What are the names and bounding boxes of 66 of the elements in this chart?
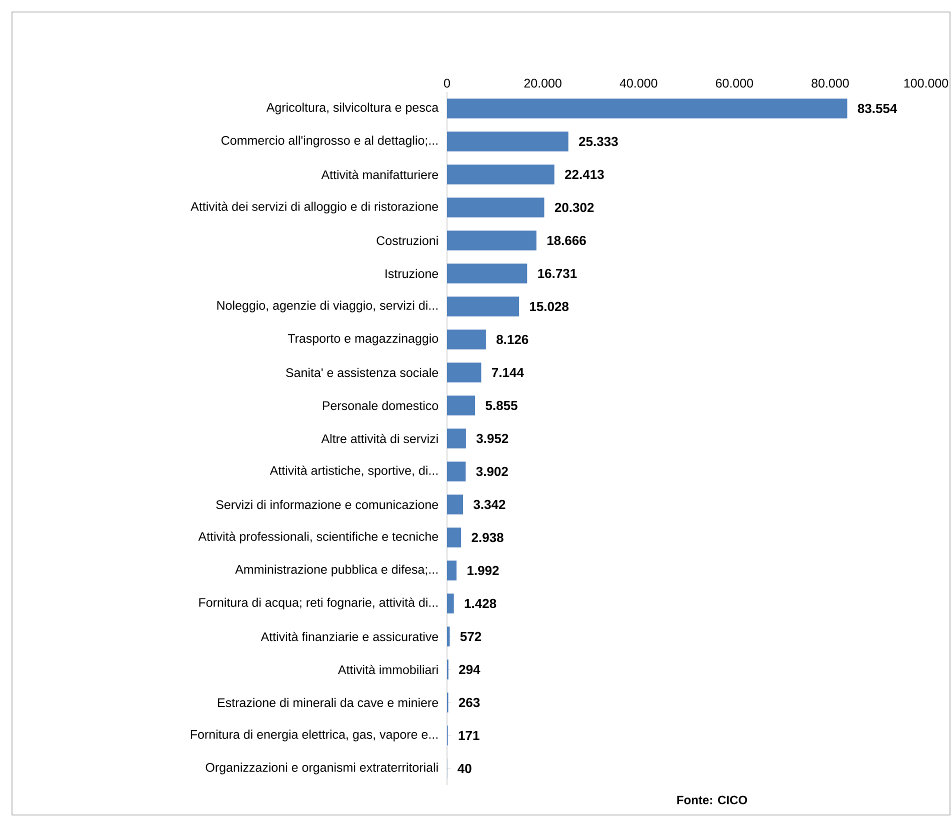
bar <box>447 560 457 580</box>
y-tick-label: Costruzioni <box>376 236 438 246</box>
y-tick-label: Personale domestico <box>322 400 438 410</box>
y-tick-label: Fornitura di acqua; reti fognarie, attività di... <box>199 598 438 610</box>
source-note: Fonte: CICO <box>677 796 748 804</box>
bar <box>447 528 462 548</box>
data-label: 1.428 <box>464 598 496 608</box>
bar <box>447 462 466 482</box>
bar <box>447 198 544 218</box>
data-label: 20.302 <box>554 202 594 212</box>
y-tick-label: Attività finanziarie e assicurative <box>260 632 438 642</box>
x-tick-label: 40.000 <box>620 78 658 88</box>
y-tick-label: Attività manifatturiere <box>321 170 438 180</box>
bar <box>447 296 519 316</box>
y-tick-label: Istruzione <box>386 268 438 278</box>
y-tick-label: Altre attività di servizi <box>321 434 438 444</box>
x-tick-label: 60.000 <box>716 78 754 88</box>
bar <box>447 264 528 284</box>
bar <box>447 164 554 184</box>
data-label: 25.333 <box>579 136 618 146</box>
bar <box>447 330 486 350</box>
bar <box>447 362 482 382</box>
x-tick-label: 0 <box>444 78 450 88</box>
data-label: 263 <box>458 698 480 708</box>
data-label: 572 <box>460 632 482 642</box>
y-tick-label: Organizzazioni e organismi extraterritoriali <box>206 762 438 774</box>
y-tick-label: Commercio all'ingrosso e al dettaglio;... <box>222 136 438 148</box>
y-tick-label: Fornitura di energia elettrica, gas, vapore e... <box>190 730 438 742</box>
x-tick-label: 80.000 <box>812 78 849 88</box>
x-tick-label: 20.000 <box>524 78 562 88</box>
data-label: 15.028 <box>530 302 569 312</box>
y-tick-label: Sanita' e assistenza sociale <box>286 368 438 378</box>
bar <box>447 428 466 448</box>
data-label: 7.144 <box>492 368 524 377</box>
bar <box>447 230 536 250</box>
y-tick-label: Servizi di informazione e comunicazione <box>216 500 438 510</box>
bar <box>447 98 848 118</box>
y-tick-label: Trasporto e magazzinaggio <box>288 334 438 346</box>
bar <box>447 626 450 646</box>
data-label: 171 <box>458 731 480 740</box>
bar <box>447 594 454 614</box>
bar <box>447 494 464 514</box>
y-tick-label: Attività immobiliari <box>338 664 438 674</box>
y-tick-label: Attività professionali, scientifiche e tecniche <box>198 532 438 544</box>
y-tick-label: Estrazione di minerali da cave e miniere <box>218 698 438 708</box>
data-label: 16.731 <box>538 268 577 278</box>
y-tick-label: Noleggio, agenzie di viaggio, servizi di... <box>217 300 438 312</box>
data-label: 5.855 <box>486 400 518 410</box>
data-label: 2.938 <box>472 532 504 542</box>
data-label: 83.554 <box>858 104 898 114</box>
data-label: 40 <box>458 764 472 774</box>
x-tick-label: 100.000 <box>904 78 948 88</box>
data-label: 22.413 <box>565 170 604 180</box>
data-label: 3.952 <box>476 434 508 444</box>
y-tick-label: Attività artistiche, sportive, di... <box>270 466 438 478</box>
y-tick-label: Agricoltura, silvicoltura e pesca <box>266 102 439 114</box>
y-tick-label: Attività dei servizi di alloggio e di ristorazione <box>190 202 438 214</box>
data-label: 3.902 <box>476 466 508 476</box>
bar <box>447 132 568 152</box>
y-tick-label: Amministrazione pubblica e difesa;... <box>235 564 438 576</box>
data-label: 8.126 <box>496 334 528 344</box>
data-label: 294 <box>459 664 480 674</box>
data-label: 18.666 <box>547 236 586 246</box>
bar <box>447 396 476 416</box>
data-label: 3.342 <box>474 500 506 510</box>
data-label: 1.992 <box>468 566 499 576</box>
